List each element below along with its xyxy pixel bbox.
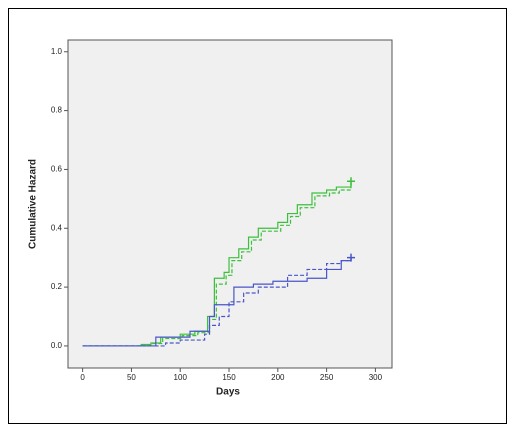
x-tick-label: 100 [174, 373, 188, 382]
y-tick-label: 0.2 [51, 282, 63, 291]
y-tick-label: 0.6 [51, 165, 63, 174]
plot-area [67, 39, 393, 369]
y-tick-label: 0.0 [51, 341, 63, 350]
y-tick-label: 0.8 [51, 106, 63, 115]
hazard-curve [82, 182, 352, 347]
y-tick-label: 0.4 [51, 223, 63, 232]
x-tick-label: 250 [320, 373, 334, 382]
hazard-curve [82, 257, 352, 347]
x-tick-label: 0 [80, 373, 85, 382]
censor-mark [347, 253, 356, 262]
censor-mark [347, 177, 356, 186]
y-tick-label: 1.0 [51, 47, 63, 56]
x-tick-label: 150 [222, 373, 236, 382]
x-tick-label: 50 [127, 373, 136, 382]
x-tick-label: 200 [271, 373, 285, 382]
hazard-curve [82, 257, 352, 347]
x-axis-label: Days [216, 387, 240, 398]
x-tick-label: 300 [369, 373, 383, 382]
y-axis-label: Cumulative Hazard [28, 159, 39, 249]
